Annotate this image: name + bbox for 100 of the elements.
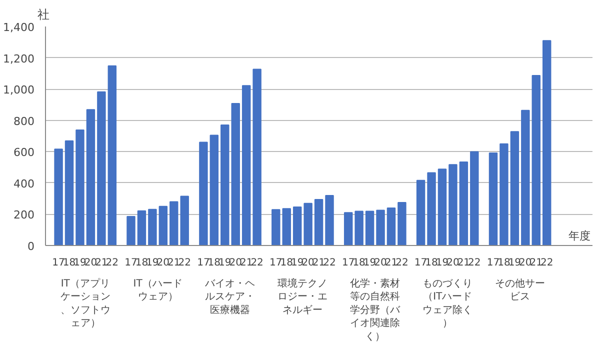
bar [416, 180, 426, 246]
text: 17 [124, 258, 138, 268]
bar [170, 201, 178, 246]
bar [231, 102, 240, 246]
text: 17 [414, 258, 428, 268]
bar [54, 148, 63, 246]
bar [398, 202, 406, 246]
text: 21 [312, 258, 326, 268]
text: 18 [498, 258, 510, 268]
x-tick-label: IT（ハードウェア） [133, 278, 182, 303]
bar [438, 168, 447, 246]
y-tick-label: 800 [14, 114, 35, 128]
text: 20 [374, 258, 387, 268]
bar [532, 74, 540, 246]
bar [325, 194, 334, 246]
x-tick-label: IT（アプリケーション、ソフトウェア） [60, 278, 110, 330]
text: 22 [323, 258, 336, 268]
y-tick-label: 1,200 [3, 52, 35, 66]
text: 22 [468, 258, 481, 268]
bar [386, 207, 396, 246]
bar [137, 210, 146, 246]
bar [180, 196, 189, 246]
bar [354, 210, 364, 246]
series-label: 22 [250, 258, 264, 268]
series-label: 20 [302, 258, 314, 268]
text: 20 [446, 258, 460, 268]
bar [64, 140, 74, 246]
x-tick-label: ものづくり（ITハードウェア除く） [422, 278, 473, 330]
text: 20 [229, 258, 242, 268]
bar [292, 206, 302, 246]
bar [304, 202, 312, 246]
series-label: 18 [352, 258, 366, 268]
series-label: 17 [52, 258, 65, 268]
text: 19 [508, 258, 522, 268]
text: 18 [62, 258, 76, 268]
x-tick-label: 化学・素材等の自然科学分野（バイオ関連除く） [350, 278, 402, 342]
bar [199, 142, 208, 246]
text: 21 [168, 258, 180, 268]
bar [126, 216, 136, 246]
text: 21 [530, 258, 543, 268]
text: 20 [156, 258, 170, 268]
y-tick-label: 600 [14, 146, 35, 160]
text: 22 [540, 258, 554, 268]
x-tick-label: バイオ・ヘルスケア・医療機器 [204, 278, 256, 316]
text: 18 [208, 258, 221, 268]
bar [97, 91, 106, 246]
y-tick-label: 1,400 [3, 21, 35, 34]
bar [344, 212, 353, 246]
y-axis-title: 社 [38, 8, 50, 22]
bar [427, 172, 436, 246]
text: 22 [396, 258, 408, 268]
bar [252, 68, 262, 246]
series-label: 19 [74, 258, 86, 268]
x-tick-label: 環境テクノロジー・エネルギー [278, 278, 328, 316]
text: 17 [486, 258, 500, 268]
bar [470, 151, 479, 246]
x-axis-title: 年度 [568, 230, 590, 242]
bar [459, 161, 468, 246]
text: 19 [290, 258, 304, 268]
text: 22 [178, 258, 191, 268]
bar [76, 130, 84, 246]
x-tick-label: その他サービス [495, 278, 546, 303]
bar [272, 209, 280, 246]
text: 19 [218, 258, 232, 268]
bar [220, 124, 230, 246]
text: 20 [84, 258, 98, 268]
bar [158, 206, 168, 246]
text: 21 [457, 258, 470, 268]
text: 17 [270, 258, 282, 268]
text: 17 [197, 258, 210, 268]
bar [376, 210, 385, 246]
y-tick-label: 400 [14, 177, 35, 190]
bar [448, 164, 458, 246]
bar [86, 109, 96, 246]
text: 21 [240, 258, 253, 268]
text: 17 [342, 258, 355, 268]
bar [542, 40, 552, 246]
bar [148, 208, 157, 246]
text: 21 [384, 258, 398, 268]
bar [314, 199, 324, 246]
y-tick-label: 0 [28, 240, 34, 253]
series-label: 21 [95, 258, 108, 268]
text: 20 [519, 258, 532, 268]
bar [521, 110, 530, 246]
bar [488, 152, 498, 246]
y-tick-label: 200 [14, 208, 35, 222]
text: 18 [425, 258, 438, 268]
bar [108, 65, 117, 246]
text: 22 [106, 258, 119, 268]
bar [500, 143, 508, 246]
text: 19 [436, 258, 449, 268]
text: 19 [146, 258, 159, 268]
text: 18 [135, 258, 148, 268]
bar [282, 208, 291, 246]
y-tick-label: 1,000 [3, 84, 35, 97]
bar [365, 210, 374, 246]
bar [242, 85, 251, 246]
text: 18 [280, 258, 293, 268]
text: 19 [363, 258, 376, 268]
bar [210, 134, 219, 246]
